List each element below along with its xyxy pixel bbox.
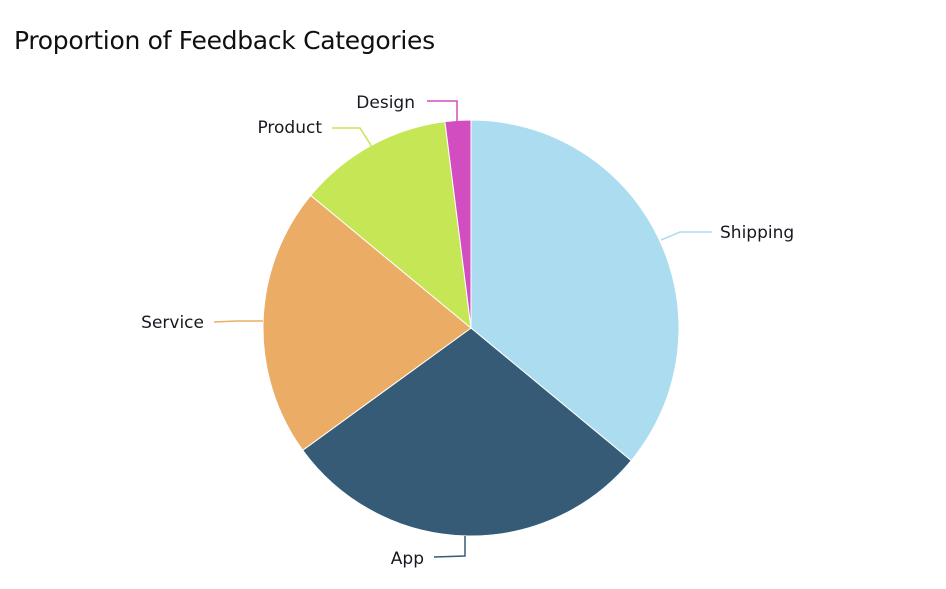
slice-label-shipping: Shipping (720, 223, 794, 243)
leader-line-service (213, 320, 263, 323)
slice-label-design: Design (356, 93, 415, 113)
pie-slices (262, 119, 680, 537)
pie-slice-service[interactable] (262, 194, 472, 451)
slice-label-app: App (391, 549, 424, 569)
slice-labels: Shipping App Service Product Design (141, 93, 794, 569)
leader-line-product (332, 127, 373, 148)
leader-line-app (433, 536, 466, 558)
pie-slice-app[interactable] (302, 327, 632, 537)
pie-slice-shipping[interactable] (470, 119, 680, 462)
slice-label-product: Product (257, 118, 322, 138)
pie-slice-design[interactable] (444, 119, 472, 329)
leader-line-design (427, 100, 458, 121)
label-leader-lines (213, 100, 712, 558)
leader-line-shipping (660, 231, 712, 241)
slice-label-service: Service (141, 313, 204, 333)
chart-title: Proportion of Feedback Categories (14, 26, 435, 55)
